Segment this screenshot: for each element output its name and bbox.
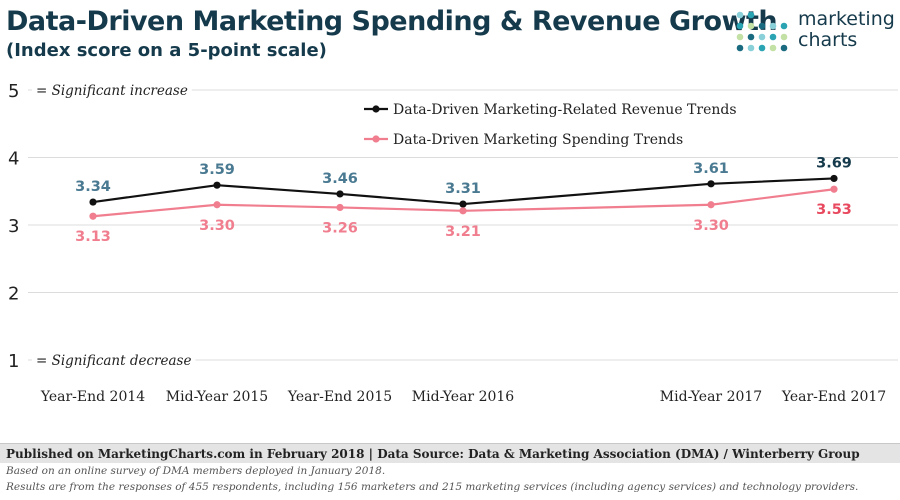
data-label: 3.21 <box>445 224 481 240</box>
y-tick-label: 5 <box>8 81 19 102</box>
series-line <box>92 177 835 206</box>
logo-dot <box>758 44 766 52</box>
data-point <box>707 180 715 188</box>
data-label: 3.53 <box>816 202 852 218</box>
annotation-background <box>32 352 196 370</box>
logo-line-1: marketing <box>798 8 895 30</box>
logo-dot <box>747 44 755 52</box>
logo-dot <box>736 11 744 19</box>
logo-dot <box>780 44 788 52</box>
x-tick-label: Mid-Year 2015 <box>166 389 268 405</box>
source-bar: Published on MarketingCharts.com in Febr… <box>0 443 900 463</box>
x-tick-label: Year-End 2015 <box>287 389 392 405</box>
legend-marker <box>372 105 380 113</box>
logo-dot <box>758 22 766 30</box>
y-tick-label: 1 <box>8 351 19 372</box>
logo-dot <box>780 33 788 41</box>
data-point <box>459 200 467 208</box>
data-label: 3.30 <box>693 218 729 234</box>
data-label: 3.46 <box>322 171 358 187</box>
x-tick-label: Mid-Year 2017 <box>660 389 762 405</box>
logo-dot <box>747 33 755 41</box>
logo-line-2: charts <box>798 29 858 51</box>
data-point <box>336 203 344 212</box>
logo-dot <box>747 11 755 19</box>
logo-dot <box>769 22 777 30</box>
survey-note: Based on an online survey of DMA members… <box>6 465 386 477</box>
annotation-background <box>32 82 192 100</box>
data-point <box>459 207 467 215</box>
logo-dot <box>736 44 744 52</box>
data-label: 3.69 <box>816 155 852 171</box>
logo-dot <box>769 44 777 52</box>
marketingcharts-logo-icon <box>736 11 788 52</box>
data-point <box>707 201 715 209</box>
data-label: 3.59 <box>199 162 235 178</box>
x-tick-label: Year-End 2017 <box>781 389 886 405</box>
logo-dot <box>747 22 755 30</box>
legend-label: Data-Driven Marketing-Related Revenue Tr… <box>393 102 737 118</box>
data-label: 3.34 <box>75 179 111 195</box>
x-tick-label: Year-End 2014 <box>40 389 145 405</box>
data-point <box>89 212 97 220</box>
legend-marker <box>372 135 380 143</box>
line-chart: 1 2 3 4 5 = Significant increase = Significant… <box>8 81 898 405</box>
chart-subtitle: (Index score on a 5-point scale) <box>6 40 327 61</box>
logo-dot <box>736 22 744 30</box>
logo-text: marketing charts <box>798 9 895 51</box>
logo-dot <box>736 33 744 41</box>
data-label: 3.13 <box>75 229 111 245</box>
legend-label: Data-Driven Marketing Spending Trends <box>393 132 683 148</box>
data-label: 3.26 <box>322 220 358 236</box>
series-line <box>92 188 835 218</box>
logo-dot <box>758 33 766 41</box>
logo-dot <box>780 22 788 30</box>
data-point <box>830 174 838 183</box>
data-point <box>336 190 344 198</box>
data-point <box>213 201 221 209</box>
chart-title: Data-Driven Marketing Spending & Revenue… <box>6 6 778 37</box>
y-tick-label: 4 <box>8 149 19 170</box>
respondents-note: Results are from the responses of 455 re… <box>6 481 859 493</box>
data-label: 3.31 <box>445 181 481 197</box>
data-label: 3.61 <box>693 161 729 177</box>
data-label: 3.30 <box>199 218 235 234</box>
x-tick-label: Mid-Year 2016 <box>412 389 514 405</box>
y-tick-label: 3 <box>8 216 19 237</box>
logo-dot <box>769 33 777 41</box>
data-point <box>830 185 838 193</box>
data-point <box>213 181 221 189</box>
axis-annotation: = Significant increase <box>36 83 188 99</box>
y-tick-label: 2 <box>8 284 19 305</box>
axis-annotation: = Significant decrease <box>36 353 191 369</box>
data-point <box>89 198 97 206</box>
